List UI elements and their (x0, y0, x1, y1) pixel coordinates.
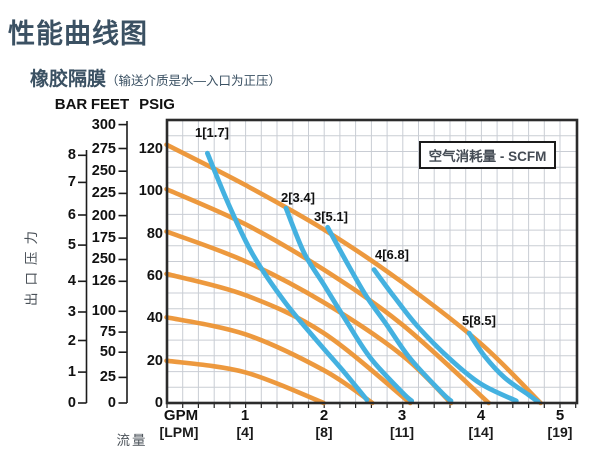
feet-tick-label: 0 (107, 395, 116, 411)
bar-tick-label: 7 (67, 174, 76, 190)
curve-label: 5[8.5] (462, 313, 496, 328)
feet-tick-label: 250 (91, 251, 116, 267)
unit-feet-label: FEET (90, 96, 130, 113)
bar-tick-label: 8 (67, 147, 76, 163)
chart-subtitle: 橡胶隔膜（输送介质是水—入口为正压） (30, 64, 281, 91)
lpm-unit-label: [LPM] (159, 424, 199, 440)
lpm-tick-label: [11] (389, 424, 415, 440)
lpm-tick-label: [4] (236, 424, 254, 440)
psig-tick-label: 0 (154, 395, 163, 411)
feet-tick-label: 25 (99, 369, 116, 385)
bar-tick-label: 5 (67, 237, 76, 253)
membrane-note: （输送介质是水—入口为正压） (106, 74, 282, 88)
gpm-tick-label: 1 (240, 407, 250, 424)
bar-tick-label: 0 (67, 395, 76, 411)
feet-tick-label: 50 (99, 344, 116, 360)
bar-tick-label: 1 (67, 364, 76, 380)
feet-tick-label: 175 (91, 230, 116, 246)
feet-tick-label: 100 (91, 303, 116, 319)
page-title: 性能曲线图 (8, 19, 148, 49)
gpm-tick-label: 4 (476, 407, 486, 424)
psig-tick-label: 120 (138, 141, 163, 157)
x-axis-title: 流量 (116, 433, 148, 448)
feet-tick-label: 75 (99, 324, 116, 340)
curve-label: 2[3.4] (281, 190, 315, 205)
bar-tick-label: 3 (67, 304, 76, 320)
psig-tick-label: 100 (138, 183, 163, 199)
feet-tick-label: 250 (91, 163, 116, 179)
lpm-tick-label: [19] (547, 424, 573, 440)
lpm-tick-label: [8] (315, 424, 333, 440)
bar-tick-label: 2 (67, 333, 76, 349)
psig-tick-label: 20 (146, 353, 163, 369)
curve-label: 4[6.8] (375, 247, 409, 262)
unit-bar-label: BAR (54, 96, 88, 113)
y-axis-title: 出口压力 (24, 224, 39, 306)
feet-tick-label: 275 (91, 141, 116, 157)
curve-label: 3[5.1] (314, 209, 348, 224)
gpm-tick-label: 3 (397, 407, 407, 424)
curve-label: 1[1.7] (195, 125, 229, 140)
psig-tick-label: 60 (146, 268, 163, 284)
bar-tick-label: 6 (67, 207, 76, 223)
psig-tick-label: 80 (146, 226, 163, 242)
gpm-unit-label: GPM (163, 407, 199, 424)
feet-tick-label: 126 (91, 273, 116, 289)
legend-label: 空气消耗量 - SCFM (428, 149, 547, 164)
membrane-heading: 橡胶隔膜 (30, 69, 107, 90)
gpm-tick-label: 2 (319, 407, 329, 424)
lpm-tick-label: [14] (468, 424, 494, 440)
gpm-tick-label: 5 (555, 407, 565, 424)
feet-tick-label: 225 (91, 185, 116, 201)
feet-tick-label: 200 (91, 208, 116, 224)
bar-tick-label: 4 (67, 273, 76, 289)
y-axis-unit-header: BAR FEET PSIG (0, 96, 600, 113)
legend-box: 空气消耗量 - SCFM (419, 141, 556, 169)
feet-tick-label: 300 (91, 117, 116, 133)
psig-tick-label: 40 (146, 310, 163, 326)
unit-psig-label: PSIG (139, 96, 175, 113)
